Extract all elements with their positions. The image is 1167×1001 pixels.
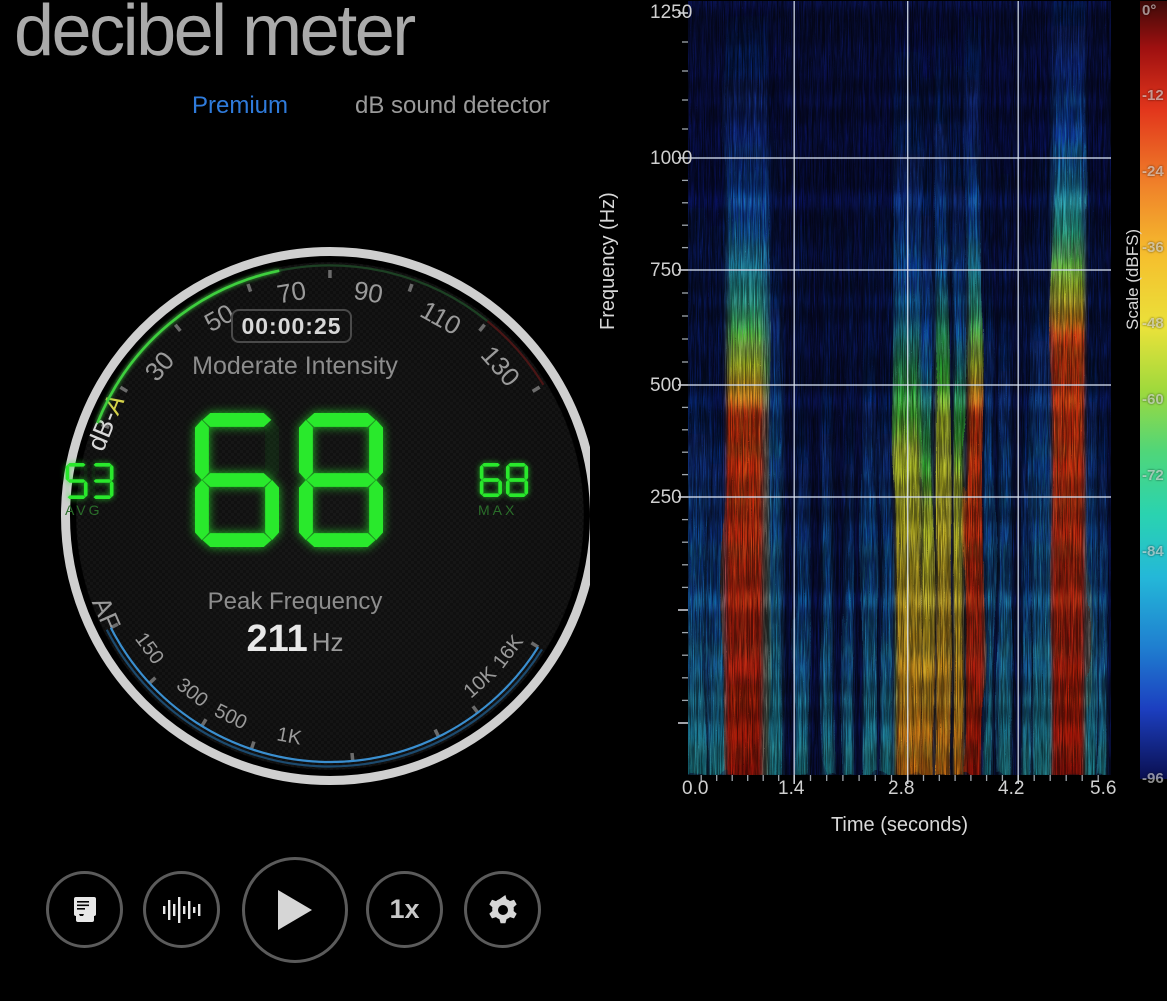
svg-text:1K: 1K [275, 723, 304, 749]
svg-text:90: 90 [352, 275, 386, 309]
svg-text:70: 70 [275, 275, 309, 309]
